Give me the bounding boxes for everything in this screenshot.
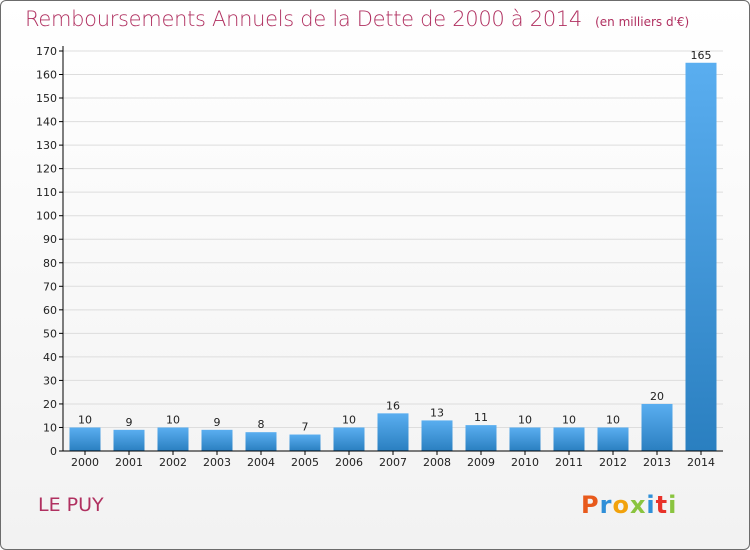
x-tick-label: 2011 xyxy=(555,456,583,469)
commune-name: LE PUY xyxy=(38,494,104,516)
bar xyxy=(465,425,497,451)
chart-title: Remboursements Annuels de la Dette de 20… xyxy=(25,7,582,31)
x-tick-label: 2007 xyxy=(379,456,407,469)
bar-value-label: 165 xyxy=(691,49,712,62)
x-tick-label: 2008 xyxy=(423,456,451,469)
y-tick-label: 70 xyxy=(43,280,57,293)
y-tick-label: 90 xyxy=(43,233,57,246)
bar xyxy=(553,427,585,451)
bar xyxy=(421,420,453,451)
bar-value-label: 10 xyxy=(342,413,356,426)
grid-layer xyxy=(63,50,723,428)
x-tick-label: 2010 xyxy=(511,456,539,469)
bar-value-label: 10 xyxy=(562,413,576,426)
y-tick-label: 150 xyxy=(36,92,57,105)
y-tick-label: 10 xyxy=(43,421,57,434)
x-tick-label: 2012 xyxy=(599,456,627,469)
logo-letter: x xyxy=(629,491,647,519)
axis-layer: 0 10 20 30 40 50 60 70 80 90 100 110 120 130 140 150 160… xyxy=(36,45,723,458)
bar xyxy=(597,427,629,451)
logo-letter: r xyxy=(599,491,613,519)
bar-value-label: 20 xyxy=(650,390,664,403)
bar xyxy=(245,432,277,451)
x-tick-label: 2004 xyxy=(247,456,275,469)
logo-letter: t xyxy=(655,491,669,519)
bar xyxy=(509,427,541,451)
bar-value-label: 11 xyxy=(474,411,488,424)
label-layer: 10 2000 9 2001 10 2002 9 2003 8 2004 7 2005 10 2006 16… xyxy=(71,49,715,469)
bar-value-label: 10 xyxy=(166,413,180,426)
y-tick-label: 50 xyxy=(43,327,57,340)
x-tick-label: 2005 xyxy=(291,456,319,469)
y-tick-label: 170 xyxy=(36,45,57,58)
y-tick-label: 30 xyxy=(43,374,57,387)
y-tick-label: 160 xyxy=(36,69,57,82)
y-tick-label: 0 xyxy=(50,445,57,458)
bar-value-label: 16 xyxy=(386,399,400,412)
y-tick-label: 120 xyxy=(36,163,57,176)
bar-layer xyxy=(69,62,717,451)
bar-value-label: 13 xyxy=(430,406,444,419)
bar-value-label: 10 xyxy=(606,413,620,426)
y-tick-label: 130 xyxy=(36,139,57,152)
logo-letter: i xyxy=(646,491,656,519)
bar-value-label: 8 xyxy=(258,418,265,431)
bar xyxy=(685,62,717,451)
bar xyxy=(377,413,409,451)
y-tick-label: 40 xyxy=(43,351,57,364)
y-tick-label: 80 xyxy=(43,257,57,270)
x-tick-label: 2000 xyxy=(71,456,99,469)
x-tick-label: 2006 xyxy=(335,456,363,469)
bar xyxy=(113,429,145,451)
logo-letter: i xyxy=(668,491,678,519)
x-tick-label: 2003 xyxy=(203,456,231,469)
bar-value-label: 9 xyxy=(214,416,221,429)
chart-title-row: Remboursements Annuels de la Dette de 20… xyxy=(25,7,689,31)
bar-value-label: 9 xyxy=(126,416,133,429)
y-tick-label: 140 xyxy=(36,116,57,129)
chart-unit: (en milliers d'€) xyxy=(595,15,690,29)
logo-letter: o xyxy=(612,491,630,519)
x-tick-label: 2013 xyxy=(643,456,671,469)
logo-letter: P xyxy=(581,491,600,519)
bar xyxy=(69,427,101,451)
proxiti-logo[interactable]: Proxiti xyxy=(581,491,677,519)
bar xyxy=(641,403,673,451)
bar xyxy=(333,427,365,451)
x-tick-label: 2014 xyxy=(687,456,715,469)
bar-value-label: 7 xyxy=(302,421,309,434)
x-tick-label: 2002 xyxy=(159,456,187,469)
x-tick-label: 2009 xyxy=(467,456,495,469)
bar-value-label: 10 xyxy=(78,413,92,426)
bar xyxy=(201,429,233,451)
bar xyxy=(289,434,321,451)
bar-value-label: 10 xyxy=(518,413,532,426)
bar xyxy=(157,427,189,451)
y-tick-label: 100 xyxy=(36,210,57,223)
y-tick-label: 110 xyxy=(36,186,57,199)
x-tick-label: 2001 xyxy=(115,456,143,469)
y-tick-label: 60 xyxy=(43,304,57,317)
y-tick-label: 20 xyxy=(43,398,57,411)
